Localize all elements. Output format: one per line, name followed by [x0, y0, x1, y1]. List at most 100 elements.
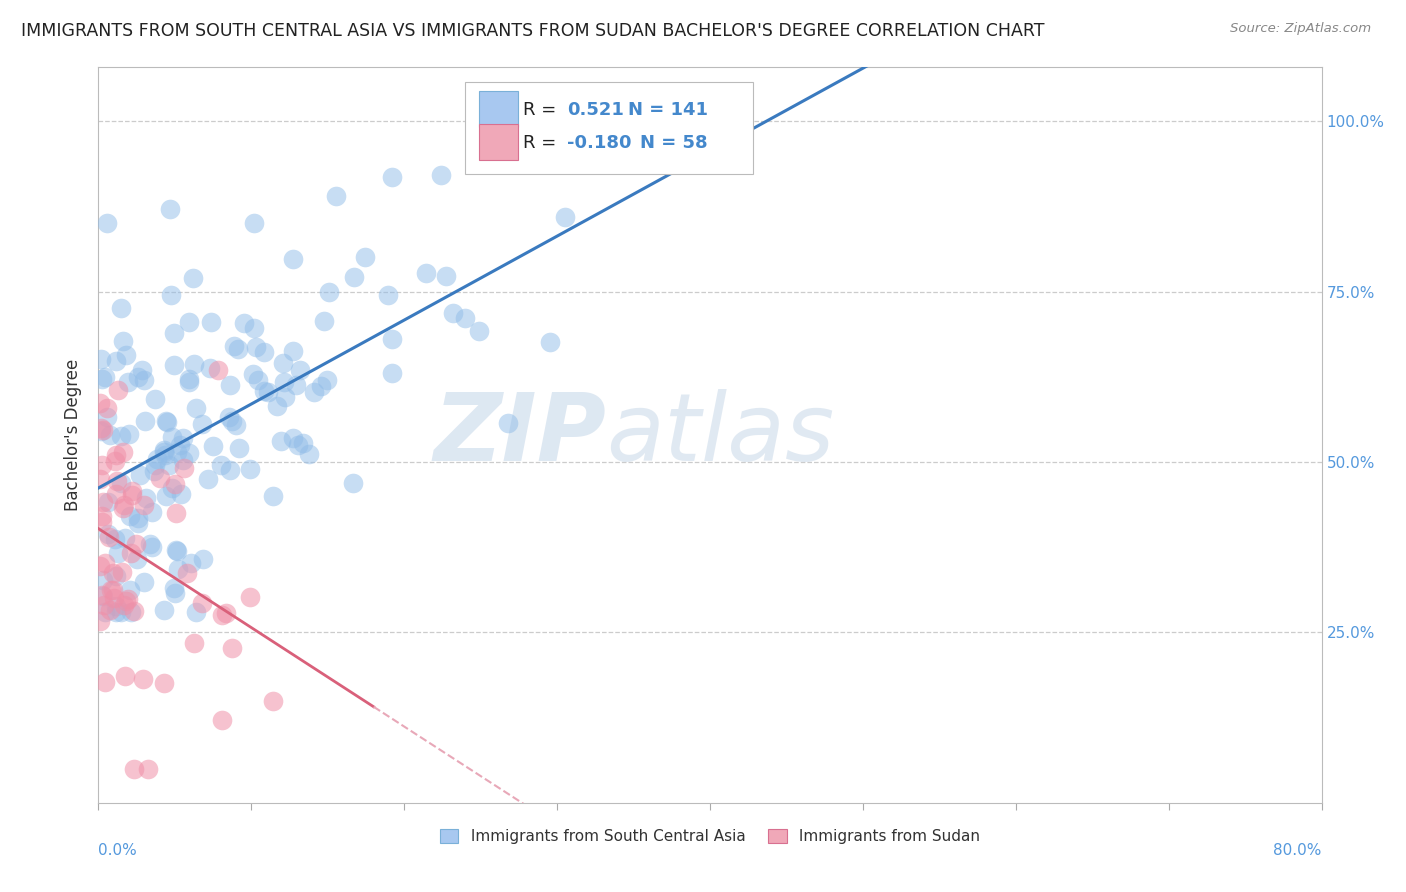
- Legend:  Immigrants from South Central Asia,  Immigrants from Sudan: Immigrants from South Central Asia, Immi…: [433, 823, 987, 850]
- Point: [315, 373, 337, 387]
- Text: atlas: atlas: [606, 389, 834, 481]
- Point: [91, 588, 114, 602]
- Point: [271, 356, 294, 370]
- Point: [166, 562, 188, 576]
- Point: [181, 270, 204, 285]
- Point: [103, 582, 125, 597]
- Point: [127, 516, 149, 531]
- Point: [111, 565, 134, 579]
- Point: [538, 334, 561, 349]
- Point: [112, 598, 135, 612]
- Point: [90, 372, 112, 386]
- Point: [153, 676, 176, 690]
- Point: [381, 366, 404, 380]
- Point: [111, 334, 134, 348]
- Point: [105, 475, 128, 489]
- Point: [177, 445, 200, 459]
- Point: [273, 375, 295, 389]
- Point: [287, 437, 309, 451]
- Point: [125, 537, 148, 551]
- Point: [153, 442, 176, 457]
- Point: [184, 401, 207, 415]
- Point: [218, 409, 240, 424]
- Point: [342, 475, 364, 490]
- Point: [112, 445, 135, 459]
- Point: [117, 592, 139, 607]
- Point: [104, 448, 127, 462]
- Point: [112, 500, 135, 515]
- Point: [292, 436, 315, 450]
- Point: [105, 353, 128, 368]
- Point: [163, 477, 186, 491]
- Point: [101, 566, 124, 581]
- Point: [93, 556, 115, 570]
- Point: [104, 599, 127, 614]
- Point: [162, 326, 184, 340]
- Point: [381, 170, 404, 185]
- Point: [197, 472, 219, 486]
- Point: [91, 458, 114, 472]
- Point: [122, 762, 145, 776]
- Point: [90, 508, 112, 523]
- Point: [253, 344, 276, 359]
- Point: [283, 252, 305, 266]
- Point: [153, 448, 176, 462]
- Point: [105, 486, 128, 500]
- Point: [143, 392, 166, 406]
- Point: [110, 429, 132, 443]
- Point: [94, 675, 117, 690]
- Point: [143, 464, 166, 478]
- Text: 80.0%: 80.0%: [1274, 843, 1322, 858]
- Point: [165, 542, 187, 557]
- Point: [153, 444, 176, 458]
- Point: [96, 216, 118, 230]
- Point: [110, 475, 132, 490]
- Point: [139, 537, 162, 551]
- Text: R =: R =: [523, 134, 562, 152]
- Point: [377, 287, 399, 301]
- Point: [120, 508, 142, 523]
- Point: [243, 321, 266, 335]
- Point: [131, 363, 153, 377]
- Point: [115, 348, 138, 362]
- FancyBboxPatch shape: [479, 91, 517, 128]
- Point: [325, 189, 347, 203]
- Text: 0.521: 0.521: [567, 101, 624, 119]
- Point: [262, 694, 284, 708]
- Point: [141, 505, 163, 519]
- Point: [226, 342, 249, 356]
- Point: [283, 431, 305, 445]
- Point: [104, 453, 127, 467]
- Point: [91, 423, 114, 437]
- Point: [97, 530, 120, 544]
- Point: [242, 368, 264, 382]
- Point: [121, 488, 143, 502]
- Point: [233, 316, 256, 330]
- Point: [169, 437, 191, 451]
- Point: [253, 384, 276, 398]
- Point: [177, 315, 200, 329]
- Point: [415, 266, 437, 280]
- Point: [91, 515, 114, 529]
- Point: [434, 269, 457, 284]
- Point: [257, 385, 280, 400]
- Point: [98, 603, 121, 617]
- Point: [239, 591, 262, 605]
- Point: [176, 566, 198, 580]
- Text: Source: ZipAtlas.com: Source: ZipAtlas.com: [1230, 22, 1371, 36]
- Point: [107, 546, 129, 560]
- Point: [93, 599, 115, 613]
- Point: [118, 427, 141, 442]
- Y-axis label: Bachelor's Degree: Bachelor's Degree: [65, 359, 83, 511]
- Text: 0.0%: 0.0%: [98, 843, 138, 858]
- Point: [262, 489, 284, 503]
- Point: [184, 605, 207, 619]
- FancyBboxPatch shape: [465, 81, 752, 174]
- Point: [245, 340, 267, 354]
- Point: [309, 379, 332, 393]
- Point: [180, 556, 202, 570]
- Point: [125, 552, 148, 566]
- Point: [191, 596, 214, 610]
- Point: [100, 582, 122, 597]
- Point: [200, 315, 222, 329]
